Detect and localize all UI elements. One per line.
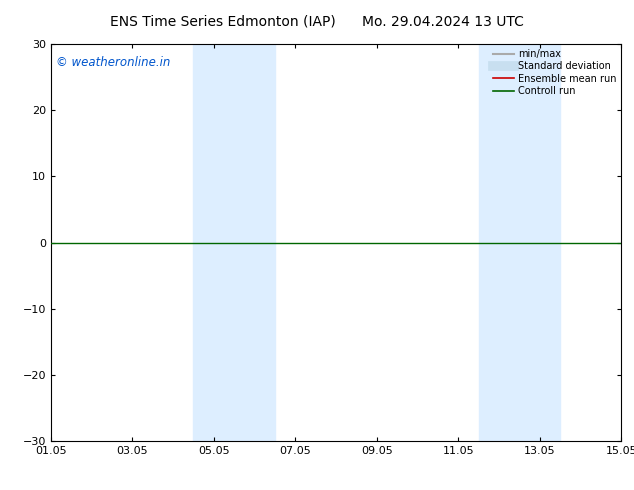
Bar <box>479 44 511 441</box>
Bar <box>226 44 275 441</box>
Bar <box>511 44 560 441</box>
Text: ENS Time Series Edmonton (IAP)      Mo. 29.04.2024 13 UTC: ENS Time Series Edmonton (IAP) Mo. 29.04… <box>110 15 524 29</box>
Legend: min/max, Standard deviation, Ensemble mean run, Controll run: min/max, Standard deviation, Ensemble me… <box>491 47 618 98</box>
Bar <box>193 44 226 441</box>
Text: © weatheronline.in: © weatheronline.in <box>56 56 171 69</box>
